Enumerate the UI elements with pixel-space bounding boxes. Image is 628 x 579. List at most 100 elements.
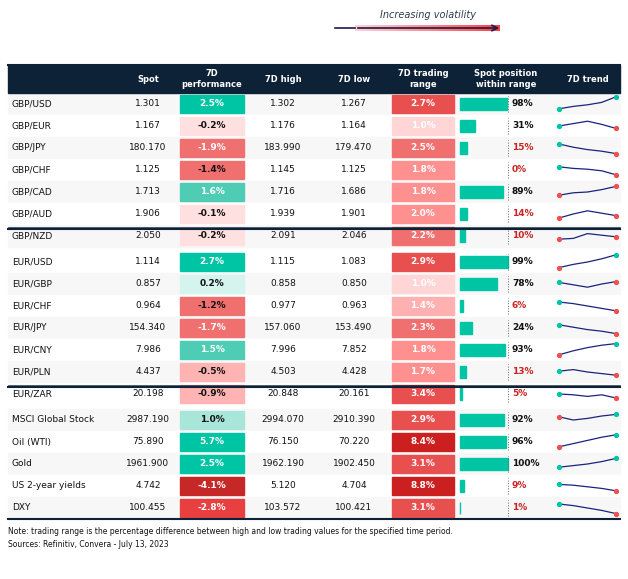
Bar (180, 319, 244, 337)
Text: Note: trading range is the percentage difference between high and low trading va: Note: trading range is the percentage di… (8, 527, 453, 536)
Text: EUR/ZAR: EUR/ZAR (12, 390, 52, 398)
Bar (8, 453, 620, 475)
Text: -1.2%: -1.2% (198, 302, 226, 310)
Bar (460, 437, 506, 448)
Text: 1.176: 1.176 (270, 122, 296, 130)
Text: 1.167: 1.167 (135, 122, 161, 130)
Text: 96%: 96% (512, 438, 534, 446)
Text: 8.4%: 8.4% (411, 438, 435, 446)
Text: 9%: 9% (512, 482, 528, 490)
Bar (392, 253, 454, 271)
Text: 31%: 31% (512, 122, 533, 130)
Bar (8, 93, 620, 115)
Text: 1.8%: 1.8% (411, 166, 435, 174)
Text: 179.470: 179.470 (335, 144, 372, 152)
Text: 1902.450: 1902.450 (333, 460, 376, 468)
Text: 20.848: 20.848 (268, 390, 299, 398)
Text: 7D trading
range: 7D trading range (398, 69, 448, 89)
Text: 2.091: 2.091 (270, 232, 296, 240)
Bar (8, 65, 620, 93)
Bar (8, 339, 620, 361)
Text: 7D high: 7D high (264, 75, 301, 83)
Bar (8, 273, 620, 295)
Bar (392, 319, 454, 337)
Text: 76.150: 76.150 (267, 438, 299, 446)
Text: 1.164: 1.164 (341, 122, 367, 130)
Text: 4.704: 4.704 (341, 482, 367, 490)
Bar (8, 431, 620, 453)
Text: 1.716: 1.716 (270, 188, 296, 196)
Bar (460, 186, 503, 197)
Bar (180, 139, 244, 157)
Bar (8, 497, 620, 519)
Bar (8, 383, 620, 405)
Text: 2.046: 2.046 (341, 232, 367, 240)
Text: 2.3%: 2.3% (411, 324, 435, 332)
Text: Spot: Spot (137, 75, 159, 83)
Bar (180, 297, 244, 315)
Text: -1.9%: -1.9% (198, 144, 226, 152)
Text: 4.437: 4.437 (135, 368, 161, 376)
Text: 1.8%: 1.8% (411, 188, 435, 196)
Text: 1.4%: 1.4% (411, 302, 435, 310)
Bar (460, 230, 465, 241)
Text: 14%: 14% (512, 210, 534, 218)
Text: 180.170: 180.170 (129, 144, 166, 152)
Bar (180, 117, 244, 135)
Text: 1.125: 1.125 (341, 166, 367, 174)
Text: 100%: 100% (512, 460, 539, 468)
Bar (180, 275, 244, 293)
Bar (8, 225, 620, 247)
Text: -2.8%: -2.8% (198, 504, 226, 512)
Text: 0%: 0% (512, 166, 527, 174)
Text: 7D low: 7D low (338, 75, 370, 83)
Bar (392, 363, 454, 381)
Bar (180, 253, 244, 271)
Text: 4.503: 4.503 (270, 368, 296, 376)
Text: Gold: Gold (12, 460, 33, 468)
Text: 1.083: 1.083 (341, 258, 367, 266)
Text: 153.490: 153.490 (335, 324, 372, 332)
Text: 2994.070: 2994.070 (262, 416, 305, 424)
Text: EUR/CHF: EUR/CHF (12, 302, 51, 310)
Text: 2.9%: 2.9% (411, 416, 435, 424)
Text: 1.0%: 1.0% (411, 280, 435, 288)
Bar (180, 341, 244, 359)
Bar (180, 95, 244, 113)
Bar (460, 415, 504, 426)
Text: 1.939: 1.939 (270, 210, 296, 218)
Text: MSCI Global Stock: MSCI Global Stock (12, 416, 94, 424)
Text: GBP/JPY: GBP/JPY (12, 144, 46, 152)
Text: 0.977: 0.977 (270, 302, 296, 310)
Bar (8, 317, 620, 339)
Text: -1.4%: -1.4% (198, 166, 226, 174)
Text: 70.220: 70.220 (338, 438, 370, 446)
Text: 0.850: 0.850 (341, 280, 367, 288)
Bar (460, 142, 467, 153)
Text: 0.857: 0.857 (135, 280, 161, 288)
Text: Increasing volatility: Increasing volatility (379, 10, 475, 20)
Bar (180, 433, 244, 451)
Text: 6%: 6% (512, 302, 527, 310)
Text: Spot position
within range: Spot position within range (474, 69, 538, 89)
Text: -4.1%: -4.1% (198, 482, 226, 490)
Text: 2.050: 2.050 (135, 232, 161, 240)
Bar (8, 251, 620, 273)
Text: GBP/USD: GBP/USD (12, 100, 53, 108)
Text: 5.120: 5.120 (270, 482, 296, 490)
Bar (392, 455, 454, 473)
Bar (392, 183, 454, 201)
Text: 2987.190: 2987.190 (126, 416, 170, 424)
Text: 3.1%: 3.1% (411, 504, 435, 512)
Text: 5%: 5% (512, 390, 527, 398)
Bar (180, 161, 244, 179)
Text: 7.986: 7.986 (135, 346, 161, 354)
Text: GBP/AUD: GBP/AUD (12, 210, 53, 218)
Text: 100.421: 100.421 (335, 504, 372, 512)
Bar (392, 227, 454, 245)
Text: 1.8%: 1.8% (411, 346, 435, 354)
Bar (392, 297, 454, 315)
Text: 157.060: 157.060 (264, 324, 301, 332)
Text: 3.4%: 3.4% (411, 390, 435, 398)
Bar (8, 203, 620, 225)
